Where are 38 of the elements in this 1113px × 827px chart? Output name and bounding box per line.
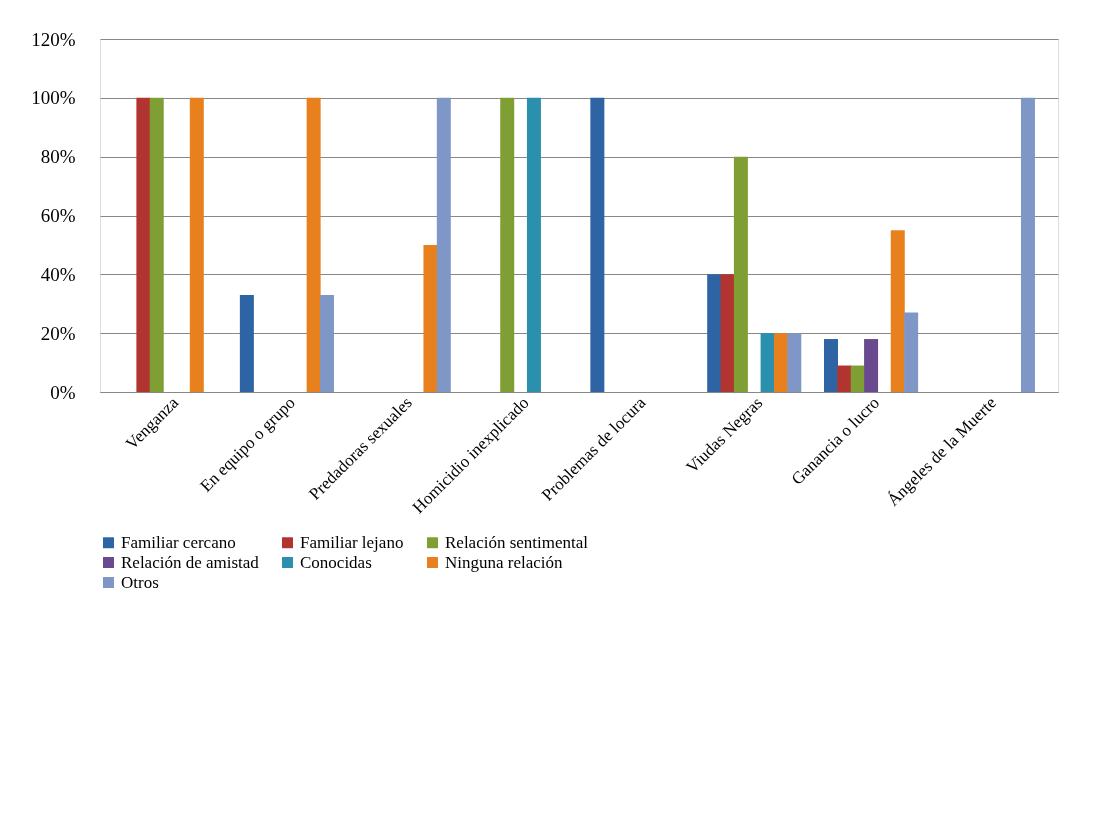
bar — [850, 365, 865, 392]
legend-label: Familiar cercano — [121, 532, 236, 552]
bar — [773, 333, 788, 392]
legend-label: Ninguna relación — [445, 552, 564, 572]
bar — [787, 333, 802, 392]
bar — [500, 97, 515, 392]
bar — [720, 274, 735, 392]
legend-label: Conocidas — [300, 552, 372, 572]
y-tick-label: 20% — [40, 322, 76, 344]
bar — [824, 339, 839, 392]
y-tick-label: 40% — [40, 263, 76, 285]
y-tick-label: 100% — [31, 87, 76, 109]
bar — [590, 97, 605, 392]
bar — [319, 294, 334, 392]
bar — [136, 97, 151, 392]
bar — [306, 97, 321, 392]
y-tick-label: 0% — [50, 381, 76, 403]
bar — [707, 274, 722, 392]
bar — [436, 97, 451, 392]
bar — [189, 97, 204, 392]
bar — [904, 312, 919, 392]
bar — [760, 333, 775, 392]
bar — [239, 294, 254, 392]
bar — [1020, 97, 1035, 392]
legend-label: Relación sentimental — [445, 532, 589, 552]
legend-label: Familiar lejano — [300, 532, 404, 552]
bar — [890, 230, 905, 392]
bar — [837, 365, 852, 392]
bar — [423, 244, 438, 392]
legend-label: Relación de amistad — [121, 552, 260, 572]
bar — [733, 156, 748, 392]
bar — [526, 97, 541, 392]
bar — [149, 97, 164, 392]
y-tick-label: 80% — [40, 146, 76, 168]
y-tick-label: 120% — [31, 28, 76, 50]
bar — [864, 339, 879, 392]
legend-label: Otros — [121, 572, 159, 592]
y-tick-label: 60% — [40, 205, 76, 226]
